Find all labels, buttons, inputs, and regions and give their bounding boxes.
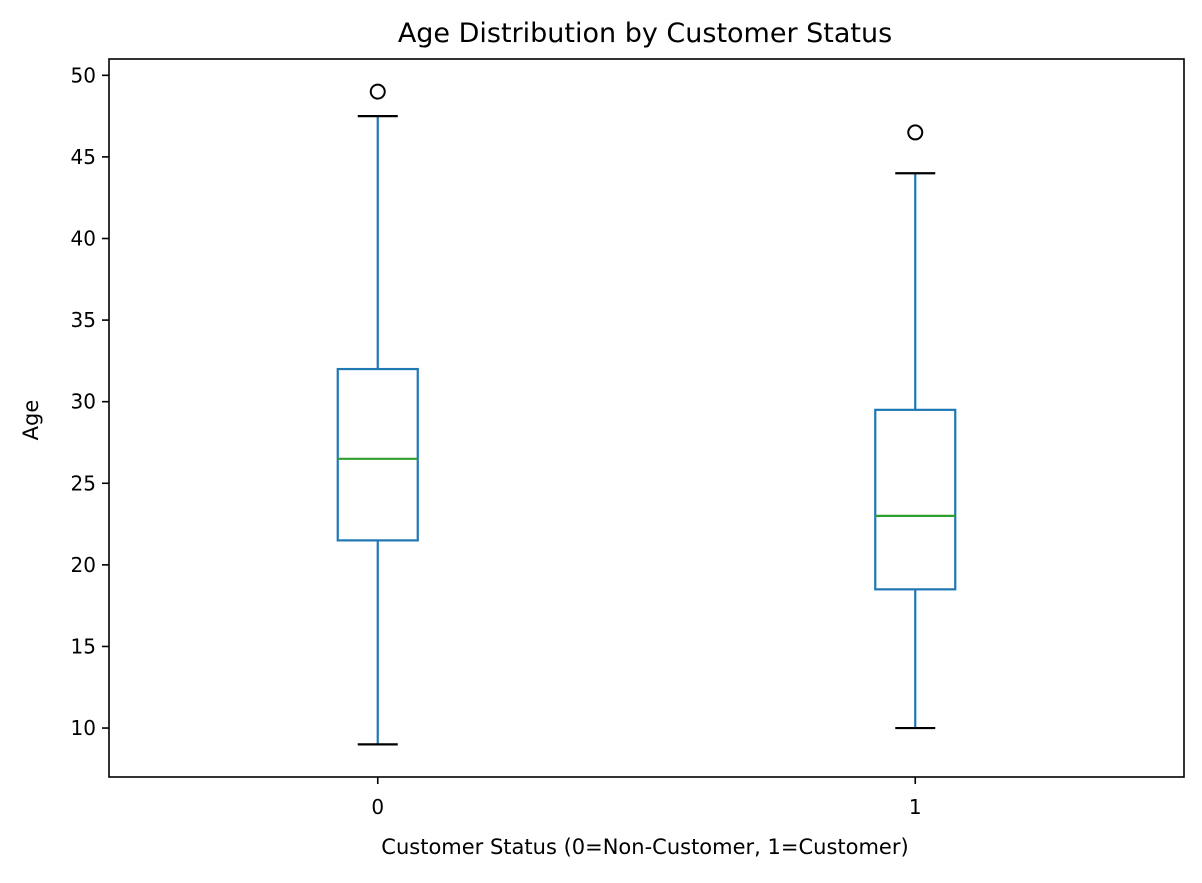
axes-frame [108, 58, 1185, 778]
y-tick-label: 20 [71, 553, 96, 577]
y-tick-label: 50 [71, 63, 96, 87]
y-tick-label: 15 [71, 634, 96, 658]
x-axis-label: Customer Status (0=Non-Customer, 1=Custo… [381, 835, 908, 859]
iqr-box [336, 367, 419, 542]
y-tick-label: 45 [71, 145, 96, 169]
y-tick-label: 25 [71, 471, 96, 495]
y-axis-label: Age [19, 400, 43, 441]
x-tick-label: 1 [909, 795, 922, 819]
y-tick-label: 40 [71, 227, 96, 251]
x-tick-label: 0 [371, 795, 384, 819]
chart-title: Age Distribution by Customer Status [398, 18, 892, 49]
outlier-point [369, 83, 386, 100]
outlier-point [907, 124, 924, 141]
plot-area: 10 15 20 25 30 35 40 45 50 0 1 [71, 58, 1185, 819]
y-tick-label: 30 [71, 390, 96, 414]
y-tick-label: 10 [71, 716, 96, 740]
iqr-box [874, 408, 957, 591]
y-tick-label: 35 [71, 308, 96, 332]
